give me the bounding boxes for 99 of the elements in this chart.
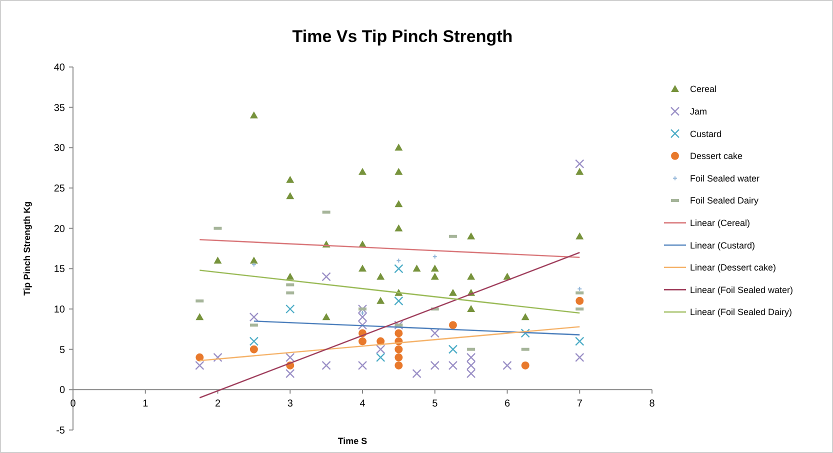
y-tick-label: -5 (56, 426, 66, 436)
point (250, 111, 258, 118)
point (502, 360, 512, 370)
x-tick-label: 6 (504, 398, 510, 410)
point (286, 304, 295, 314)
point (196, 313, 204, 320)
x-tick-label: 4 (360, 398, 366, 410)
point (576, 168, 584, 175)
x-tick-label: 3 (287, 398, 294, 410)
x-tick-label: 5 (432, 398, 438, 410)
y-tick-label: 15 (54, 264, 66, 276)
x-tick-label: 0 (70, 398, 76, 410)
point (430, 272, 439, 280)
point (430, 328, 440, 338)
point (412, 368, 422, 378)
legend-label: Custard (690, 128, 722, 139)
point (467, 305, 476, 312)
point (358, 337, 366, 346)
legend-label: Foil Sealed Dairy (690, 196, 760, 206)
x-axis-title: Time S (338, 436, 368, 446)
point (195, 360, 204, 370)
point (520, 328, 530, 338)
point (322, 313, 330, 320)
point (358, 360, 368, 370)
x-tick-label: 8 (649, 398, 656, 410)
point (467, 232, 476, 240)
point (467, 272, 476, 280)
point (466, 352, 476, 362)
point (394, 264, 404, 274)
point (448, 321, 457, 330)
point (358, 312, 368, 322)
point (394, 200, 403, 208)
point (376, 272, 385, 280)
legend-label: Linear (Dessert cake) (690, 262, 776, 273)
y-tick-label: 25 (54, 184, 66, 194)
point (358, 320, 368, 330)
point (394, 361, 403, 370)
point (213, 352, 222, 362)
point (448, 360, 458, 370)
point (394, 353, 403, 362)
legend-label: Dessert cake (690, 151, 743, 162)
point (575, 352, 584, 362)
legend-label: Linear (Foil Sealed Dairy) (690, 307, 792, 318)
y-tick-label: 5 (59, 344, 66, 356)
point (286, 272, 294, 280)
point (376, 352, 386, 362)
y-tick-label: 35 (54, 102, 66, 114)
point (249, 336, 259, 346)
legend-label: Cereal (690, 84, 717, 94)
point (286, 352, 295, 362)
point (358, 264, 366, 272)
point (286, 368, 295, 378)
point (250, 256, 258, 264)
point (322, 360, 331, 370)
point (430, 360, 440, 370)
x-tick-label: 1 (142, 398, 149, 410)
point (394, 168, 403, 175)
point (576, 232, 584, 240)
point (376, 344, 386, 354)
legend-label: Foil Sealed water (690, 173, 760, 184)
y-tick-label: 40 (54, 62, 66, 74)
point (448, 344, 458, 354)
legend-label: Linear (Custard) (690, 240, 756, 250)
point (394, 345, 403, 354)
point (358, 304, 368, 314)
point (394, 329, 403, 338)
point (521, 313, 530, 320)
y-tick-label: 0 (59, 385, 66, 396)
point (214, 256, 222, 264)
point (412, 264, 421, 272)
point (286, 176, 294, 183)
y-axis-title: Tip Pinch Strength Kg (22, 201, 32, 296)
y-tick-label: 20 (54, 224, 66, 235)
point (250, 345, 258, 354)
point (322, 272, 331, 282)
point (448, 288, 457, 296)
point (376, 296, 385, 304)
point (430, 264, 439, 272)
x-tick-label: 7 (576, 398, 583, 410)
y-tick-label: 10 (54, 304, 66, 316)
x-tick-label: 2 (214, 398, 221, 410)
legend-label: Jam (690, 106, 708, 116)
point (466, 360, 476, 370)
point (249, 312, 259, 322)
point (394, 224, 403, 232)
legend-label: Linear (Foil Sealed water) (690, 284, 794, 295)
y-tick-label: 30 (54, 143, 66, 154)
legend-label: Linear (Cereal) (690, 218, 750, 228)
chart-title: Time Vs Tip Pinch Strength (292, 27, 513, 46)
point (196, 353, 204, 362)
point (394, 296, 404, 306)
point (394, 144, 403, 151)
point (575, 336, 584, 346)
point (576, 296, 584, 305)
point (466, 368, 476, 378)
point (286, 192, 294, 200)
point (575, 159, 584, 168)
point (358, 168, 366, 175)
point (521, 361, 530, 370)
